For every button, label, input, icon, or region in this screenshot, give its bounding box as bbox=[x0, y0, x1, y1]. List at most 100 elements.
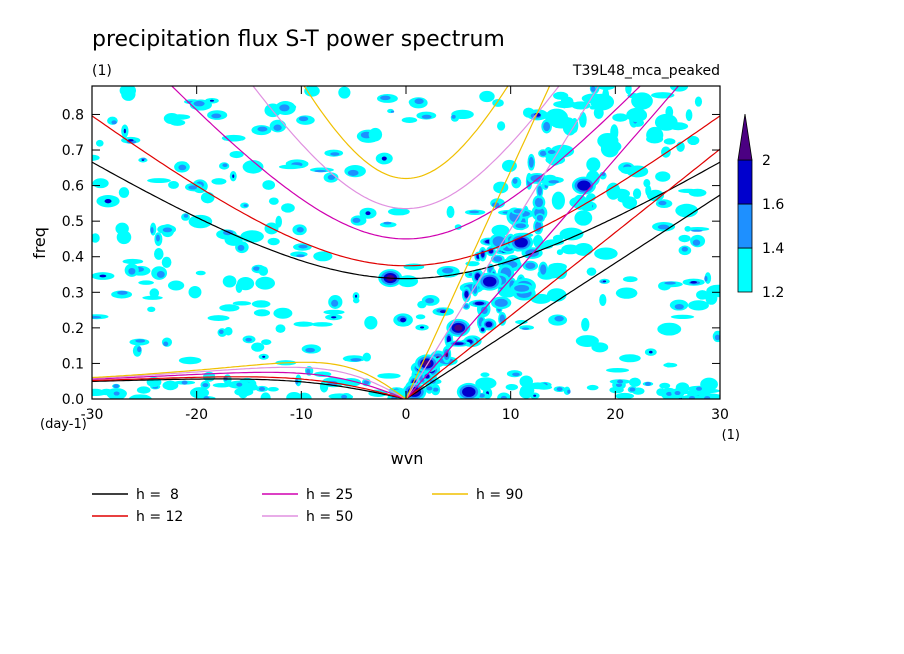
heat-cell bbox=[420, 326, 425, 329]
x-axis-label: wvn bbox=[391, 449, 424, 468]
heat-cell bbox=[463, 304, 469, 309]
heat-cell bbox=[649, 350, 653, 354]
heat-cell bbox=[313, 251, 333, 262]
heat-cell bbox=[260, 392, 271, 399]
heat-cell bbox=[306, 369, 311, 374]
heat-cell bbox=[168, 180, 179, 189]
heat-cell bbox=[485, 321, 493, 328]
heat-cell bbox=[586, 384, 599, 391]
heat-cell bbox=[111, 120, 117, 125]
heat-cell bbox=[188, 214, 213, 229]
heat-cell bbox=[551, 191, 565, 210]
heat-cell bbox=[286, 392, 302, 399]
heat-cell bbox=[574, 210, 593, 226]
heat-cell bbox=[446, 335, 451, 344]
heat-cell bbox=[141, 159, 145, 161]
heat-cell bbox=[515, 319, 528, 325]
heat-cell bbox=[654, 113, 678, 131]
heat-cell bbox=[534, 197, 544, 208]
heat-cell bbox=[262, 355, 266, 358]
heat-cell bbox=[219, 304, 240, 312]
heat-cell bbox=[556, 387, 563, 392]
heat-cell bbox=[567, 389, 571, 394]
heat-cell bbox=[275, 324, 286, 333]
heat-cell bbox=[684, 226, 692, 232]
colorbar-segment bbox=[737, 203, 753, 249]
y-tick-label: 0.3 bbox=[62, 285, 84, 301]
curve-h90-rossby bbox=[92, 361, 407, 399]
heat-cell bbox=[305, 347, 315, 353]
heat-cell bbox=[207, 315, 230, 321]
heat-cell bbox=[670, 86, 688, 92]
heat-cell bbox=[147, 178, 171, 184]
heat-cell bbox=[116, 230, 132, 245]
heat-cell bbox=[383, 221, 392, 225]
heat-cell bbox=[655, 171, 671, 182]
heat-cell bbox=[113, 384, 120, 389]
heat-cell bbox=[319, 380, 329, 393]
heat-cell bbox=[691, 229, 703, 232]
heat-cell bbox=[92, 390, 107, 397]
heat-cell bbox=[612, 113, 629, 122]
y-axis-label: freq bbox=[30, 227, 49, 259]
heat-cell bbox=[243, 204, 248, 208]
heat-cell bbox=[694, 96, 703, 107]
heat-cell bbox=[534, 221, 542, 232]
heat-cell bbox=[572, 194, 588, 210]
y-unit-label: (day-1) bbox=[40, 417, 87, 432]
heat-cell bbox=[628, 377, 641, 387]
heat-cell bbox=[92, 233, 100, 243]
heat-cell bbox=[696, 386, 703, 391]
heat-cell bbox=[451, 114, 456, 119]
legend-label: h = 12 bbox=[136, 509, 183, 525]
heat-cell bbox=[479, 90, 495, 103]
heat-cell bbox=[606, 367, 630, 373]
y-tick-label: 0.1 bbox=[62, 356, 84, 372]
heat-cell bbox=[646, 134, 664, 144]
colorbar-extension bbox=[737, 113, 753, 161]
colorbar-label: 1.4 bbox=[762, 241, 784, 257]
heat-cell bbox=[150, 227, 154, 234]
plot-frame bbox=[91, 85, 721, 400]
heat-cell bbox=[665, 362, 672, 368]
heat-cell bbox=[658, 200, 667, 206]
heat-cell bbox=[188, 185, 198, 190]
curve-h50-kelvin bbox=[405, 86, 600, 399]
heat-cell bbox=[519, 375, 533, 388]
heat-cell bbox=[261, 339, 272, 345]
heat-cell bbox=[500, 395, 507, 399]
heat-cell bbox=[242, 160, 264, 174]
heat-cell bbox=[330, 152, 340, 156]
heat-cell bbox=[441, 267, 454, 274]
heat-cell bbox=[236, 276, 255, 291]
heat-cell bbox=[586, 267, 597, 276]
heat-cell bbox=[480, 372, 490, 377]
heat-cell bbox=[275, 215, 282, 228]
heat-cell bbox=[685, 109, 693, 122]
y-tick-label: 0.5 bbox=[62, 214, 84, 230]
heat-cell bbox=[415, 314, 426, 320]
heat-cell bbox=[512, 178, 518, 184]
heat-cell bbox=[615, 392, 635, 399]
heat-cell bbox=[617, 195, 633, 203]
heat-cell bbox=[462, 386, 476, 397]
heat-cell bbox=[631, 92, 653, 110]
heat-cell bbox=[421, 114, 432, 119]
heat-cell bbox=[281, 203, 295, 213]
heat-cell bbox=[118, 187, 130, 198]
heat-cell bbox=[674, 303, 684, 310]
heat-cell bbox=[594, 247, 618, 260]
curve-h8-ig bbox=[92, 161, 720, 280]
x-tick-label: 20 bbox=[606, 407, 624, 423]
heat-cell bbox=[352, 217, 361, 223]
heat-cell bbox=[505, 383, 519, 391]
heat-cell bbox=[377, 373, 401, 379]
heat-cell bbox=[469, 210, 480, 214]
heat-cell bbox=[599, 294, 607, 307]
heat-cell bbox=[136, 386, 151, 394]
heat-cell bbox=[149, 288, 160, 299]
heat-cell bbox=[267, 237, 280, 246]
heat-cell bbox=[113, 391, 120, 396]
heat-cell bbox=[298, 244, 308, 249]
heat-cell bbox=[535, 384, 553, 390]
